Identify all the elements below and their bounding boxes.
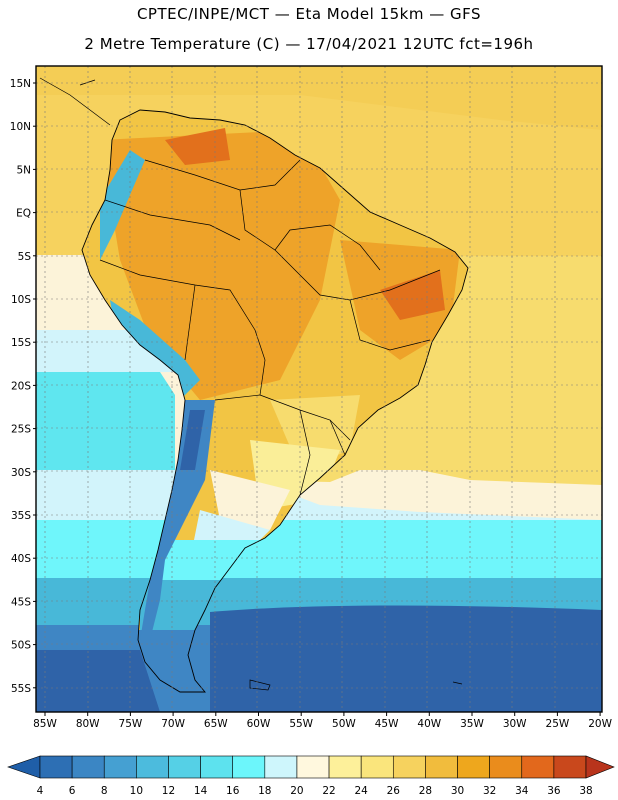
colorbar-label: 20 — [290, 785, 303, 797]
country-borders — [99, 159, 441, 496]
colorbar-label: 10 — [130, 785, 143, 797]
colorbar-swatch — [392, 755, 426, 779]
lat-label: 45S — [11, 596, 31, 608]
colorbar-swatch — [521, 755, 555, 779]
graticule — [36, 66, 602, 712]
colorbar-swatch — [39, 755, 73, 779]
colorbar-swatch — [457, 755, 490, 779]
map-frame — [35, 65, 603, 713]
lon-label: 20W — [588, 718, 612, 730]
lat-label: 55S — [11, 683, 31, 695]
colorbar-left-arrow — [7, 755, 41, 779]
lon-label: 40W — [417, 718, 441, 730]
colorbar-swatch — [264, 755, 298, 779]
lon-label: 35W — [460, 718, 484, 730]
colorbar-label: 4 — [37, 785, 44, 797]
lat-label: 35S — [11, 510, 31, 522]
lat-label: 15S — [11, 337, 31, 349]
lon-label: 80W — [76, 718, 100, 730]
latitude-labels: 15N 10N 5N EQ 5S 10S 15S 20S 25S 30S 35S 40S 45S 50S 5… — [10, 78, 36, 695]
lon-label: 45W — [375, 718, 399, 730]
colorbar-label: 34 — [515, 785, 529, 797]
lon-label: 55W — [289, 718, 313, 730]
lon-label: 65W — [204, 718, 228, 730]
lon-label: 50W — [332, 718, 356, 730]
longitude-labels: 85W 80W 75W 70W 65W 60W 55W 50W 45W 40W 35W 30W 25W 2… — [33, 712, 613, 730]
temperature-colorbar: 4 6 8 10 12 14 16 18 20 22 24 26 28 30 32 34 36 38 — [7, 755, 615, 797]
lat-label: 50S — [11, 640, 31, 652]
colorbar-swatch — [168, 755, 201, 779]
lon-label: 30W — [503, 718, 527, 730]
map-title-line-1: CPTEC/INPE/MCT — Eta Model 15km — GFS — [136, 5, 482, 23]
lat-label: 40S — [11, 553, 31, 565]
colorbar-label: 24 — [354, 785, 368, 797]
colorbar-label: 22 — [322, 785, 335, 797]
colorbar-swatch — [200, 755, 234, 779]
colorbar-label: 18 — [258, 785, 271, 797]
lat-label: 10N — [10, 121, 31, 133]
lat-label: 10S — [11, 294, 31, 306]
colorbar-swatch — [71, 755, 105, 779]
lat-label: 15N — [10, 78, 31, 90]
lat-label: EQ — [16, 208, 31, 220]
colorbar-label: 16 — [226, 785, 240, 797]
colorbar-swatch — [136, 755, 169, 779]
lon-label: 60W — [247, 718, 271, 730]
caribbean-islands — [39, 77, 463, 691]
colorbar-label: 14 — [194, 785, 208, 797]
colorbar-label: 32 — [483, 785, 496, 797]
lon-label: 25W — [546, 718, 570, 730]
lat-label: 5S — [18, 251, 32, 263]
colorbar-swatch — [489, 755, 523, 779]
colorbar-swatch — [425, 755, 458, 779]
lat-label: 5N — [16, 164, 31, 176]
coastline — [81, 109, 469, 693]
colorbar-label: 8 — [101, 785, 108, 797]
temperature-field — [36, 66, 602, 712]
colorbar-label: 30 — [451, 785, 464, 797]
map-title-line-2: 2 Metre Temperature (C) — 17/04/2021 12U… — [84, 35, 534, 53]
lon-label: 70W — [161, 718, 185, 730]
colorbar-label: 12 — [162, 785, 175, 797]
colorbar-right-arrow — [585, 755, 615, 779]
colorbar-swatch — [328, 755, 362, 779]
colorbar-label: 6 — [69, 785, 76, 797]
lat-label: 30S — [11, 467, 31, 479]
colorbar-swatch — [553, 755, 587, 779]
colorbar-label: 26 — [387, 785, 401, 797]
lon-label: 75W — [119, 718, 143, 730]
colorbar-label: 28 — [419, 785, 432, 797]
colorbar-swatch — [360, 755, 394, 779]
lat-label: 25S — [11, 424, 31, 436]
colorbar-swatch — [232, 755, 266, 779]
colorbar-label: 36 — [547, 785, 561, 797]
colorbar-swatch — [296, 755, 330, 779]
colorbar-label: 38 — [579, 785, 592, 797]
lon-label: 85W — [33, 718, 57, 730]
lat-label: 20S — [11, 380, 31, 392]
colorbar-swatch — [103, 755, 137, 779]
